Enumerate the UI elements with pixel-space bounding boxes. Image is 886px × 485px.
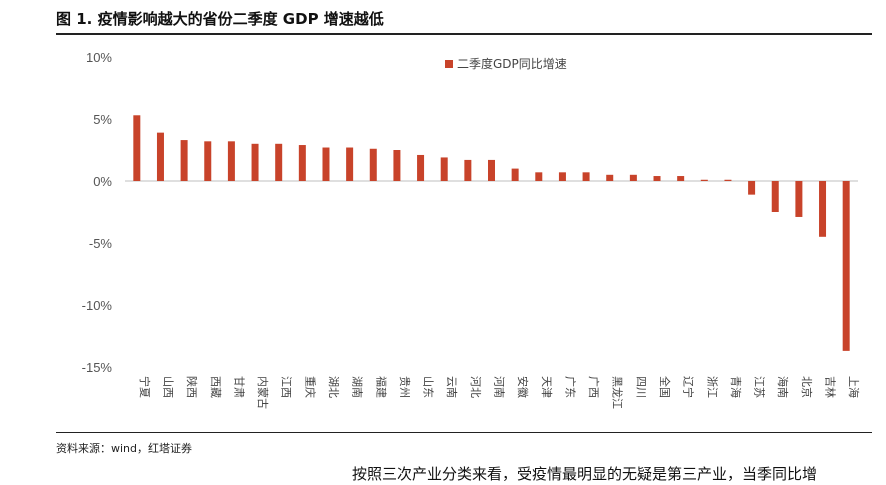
category-label: 内蒙古 xyxy=(256,376,270,409)
bar xyxy=(842,181,850,351)
category-label: 山西 xyxy=(161,376,174,398)
bar xyxy=(748,181,756,195)
bar xyxy=(180,140,188,181)
bar xyxy=(511,168,519,181)
category-label: 辽宁 xyxy=(682,376,696,398)
bar xyxy=(488,159,495,181)
bar xyxy=(771,181,779,212)
bar xyxy=(535,172,543,181)
category-label: 江苏 xyxy=(753,376,766,398)
bar xyxy=(275,143,283,181)
bar xyxy=(819,181,827,237)
figure-title: 图 1. 疫情影响越大的省份二季度 GDP 增速越低 xyxy=(56,10,384,28)
category-label: 福建 xyxy=(374,376,388,398)
category-label: 湖北 xyxy=(327,376,340,398)
bar xyxy=(440,157,448,181)
bottom-rule xyxy=(56,432,872,433)
category-label: 四川 xyxy=(634,376,647,398)
category-label: 广西 xyxy=(587,376,600,398)
category-label: 江西 xyxy=(280,376,293,398)
y-tick-label: 5% xyxy=(93,112,112,127)
bar xyxy=(156,132,164,181)
bars xyxy=(133,115,850,351)
bar-chart: 10% 5% 0% -5% -10% -15% 宁夏 山西 陕西 西藏 甘肃 内蒙古 江西 重庆 湖北 湖南… xyxy=(82,50,862,409)
bar xyxy=(251,143,259,181)
category-label: 甘肃 xyxy=(232,376,245,398)
category-label: 宁夏 xyxy=(138,376,152,398)
category-label: 全国 xyxy=(658,376,672,398)
bar xyxy=(653,176,661,181)
category-label: 北京 xyxy=(800,376,814,398)
legend: 二季度GDP同比增速 xyxy=(445,56,567,71)
bar xyxy=(558,172,566,181)
bar xyxy=(700,179,708,181)
y-tick-label: -10% xyxy=(82,298,113,313)
bar xyxy=(322,147,330,181)
category-label: 青海 xyxy=(729,376,743,398)
bar xyxy=(133,115,141,181)
top-rule xyxy=(56,33,872,35)
bar xyxy=(417,154,425,181)
bar xyxy=(369,148,377,181)
source-note: 资料来源：wind，红塔证券 xyxy=(56,442,193,455)
category-label: 安徽 xyxy=(516,376,530,398)
category-label: 湖南 xyxy=(351,376,364,398)
body-text: 按照三次产业分类来看，受疫情最明显的无疑是第三产业，当季同比增 xyxy=(352,465,818,483)
category-label: 天津 xyxy=(540,376,553,398)
bar xyxy=(464,159,472,181)
bar xyxy=(346,147,354,181)
category-label: 广东 xyxy=(563,376,576,398)
y-tick-label: -15% xyxy=(82,360,113,375)
legend-label: 二季度GDP同比增速 xyxy=(457,56,567,71)
category-label: 重庆 xyxy=(303,376,317,398)
y-axis: 10% 5% 0% -5% -10% -15% xyxy=(82,50,113,375)
bar xyxy=(204,141,212,181)
category-label: 海南 xyxy=(776,376,790,398)
category-labels: 宁夏 山西 陕西 西藏 甘肃 内蒙古 江西 重庆 湖北 湖南 福建 贵州 山东 云南 河北 河南 安徽 天津 广东广… xyxy=(138,376,861,409)
bar xyxy=(227,141,235,181)
category-label: 云南 xyxy=(445,376,458,398)
y-tick-label: 0% xyxy=(93,174,112,189)
category-label: 陕西 xyxy=(185,376,199,398)
bar xyxy=(298,145,306,181)
y-tick-label: -5% xyxy=(89,236,113,251)
bar xyxy=(606,174,614,181)
category-label: 河北 xyxy=(469,376,482,398)
category-label: 吉林 xyxy=(824,376,838,398)
category-label: 贵州 xyxy=(398,376,411,398)
category-label: 河南 xyxy=(493,376,506,398)
category-label: 浙江 xyxy=(705,376,718,398)
legend-swatch xyxy=(445,60,453,68)
category-label: 西藏 xyxy=(209,376,222,398)
y-tick-label: 10% xyxy=(86,50,112,65)
category-label: 上海 xyxy=(847,376,861,398)
bar xyxy=(393,150,401,181)
bar xyxy=(795,181,803,217)
category-label: 山东 xyxy=(422,376,435,398)
category-label: 黑龙江 xyxy=(611,376,624,409)
bar xyxy=(724,179,732,181)
bar xyxy=(582,172,590,181)
bar xyxy=(677,176,685,181)
bar xyxy=(629,174,637,181)
